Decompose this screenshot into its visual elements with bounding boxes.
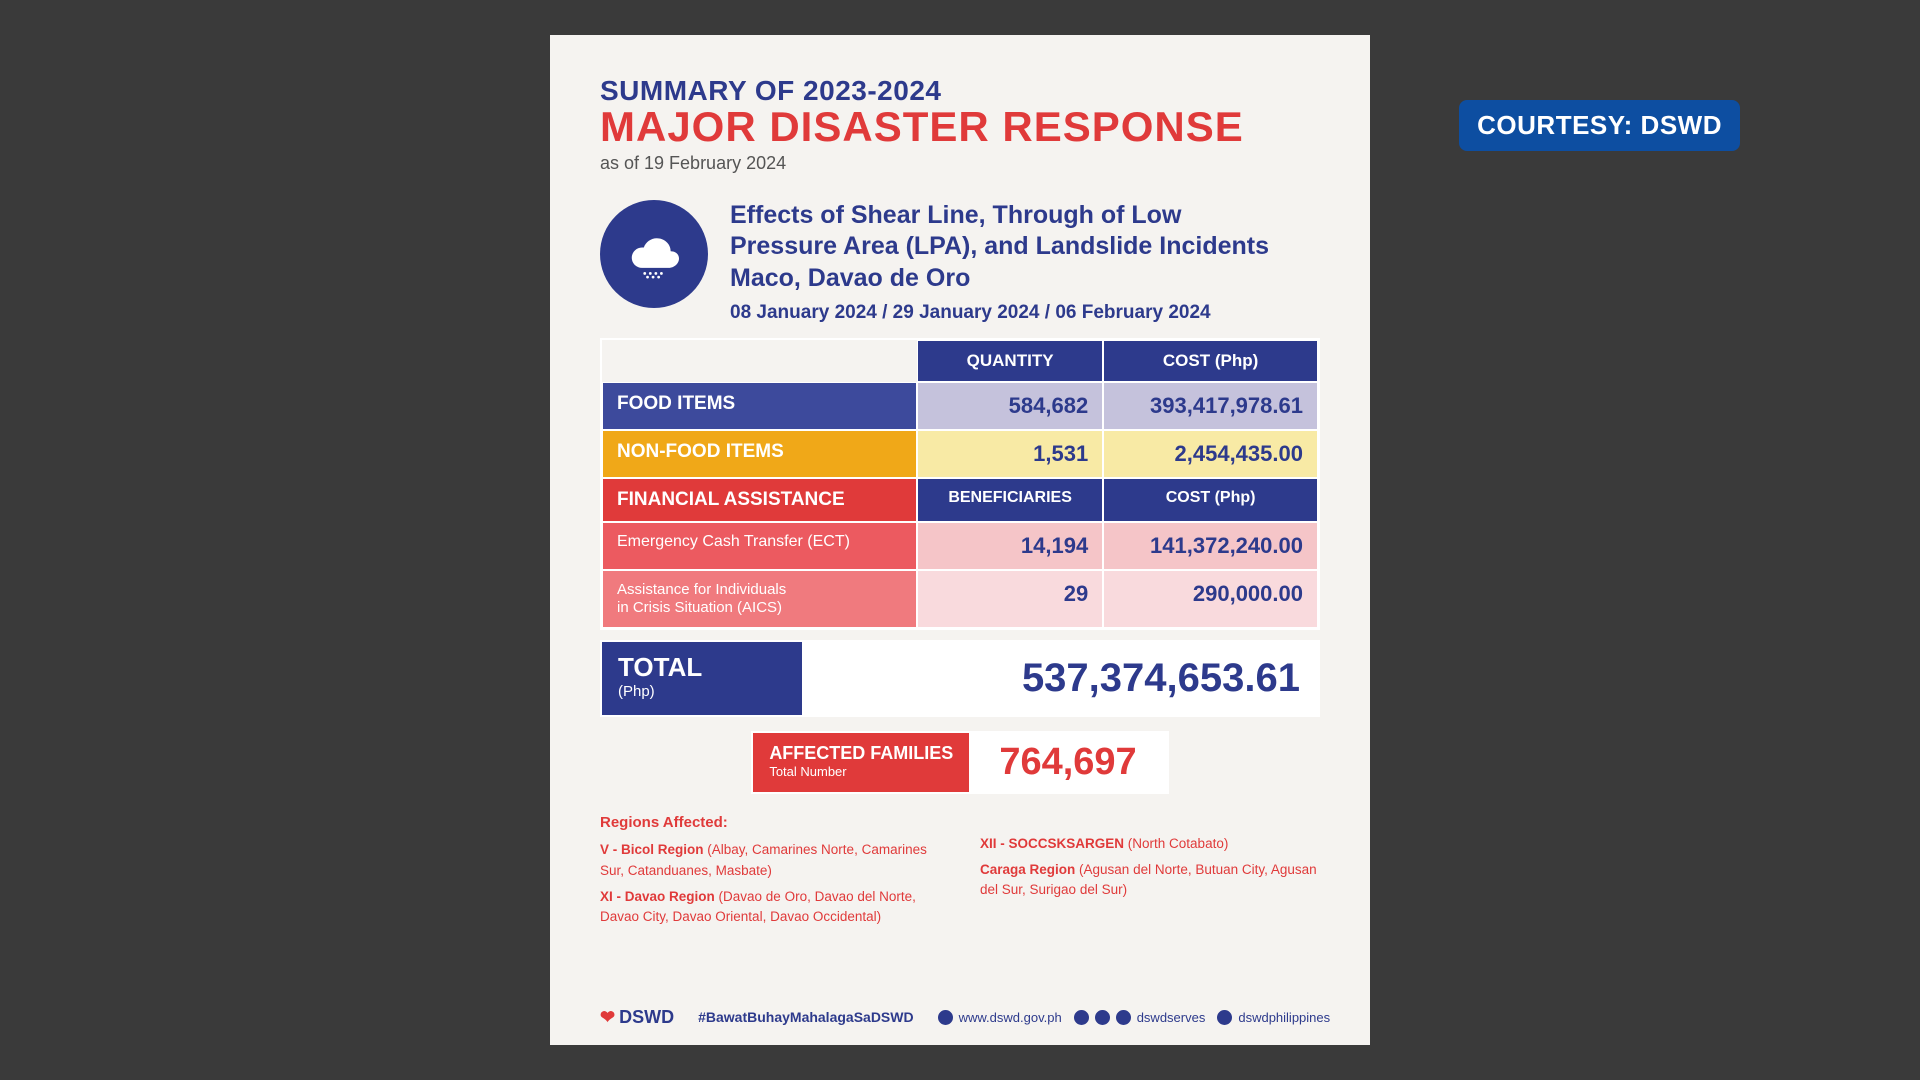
region-item: V - Bicol Region (Albay, Camarines Norte… [600, 840, 940, 881]
regions-title: Regions Affected: [600, 812, 940, 835]
instagram-icon [1217, 1010, 1232, 1025]
affected-row: AFFECTED FAMILIES Total Number 764,697 [600, 731, 1320, 794]
aics-beneficiaries: 29 [917, 570, 1103, 628]
food-qty: 584,682 [917, 382, 1103, 430]
region-item: XI - Davao Region (Davao de Oro, Davao d… [600, 887, 940, 928]
nonfood-qty: 1,531 [917, 430, 1103, 478]
row-financial-label: FINANCIAL ASSISTANCE [602, 478, 917, 522]
region-item: Caraga Region (Agusan del Norte, Butuan … [980, 860, 1320, 901]
total-value: 537,374,653.61 [802, 642, 1318, 715]
globe-icon [938, 1010, 953, 1025]
courtesy-badge: COURTESY: DSWD [1459, 100, 1740, 151]
row-ect-label: Emergency Cash Transfer (ECT) [602, 522, 917, 570]
aics-cost: 290,000.00 [1103, 570, 1318, 628]
col-cost: COST (Php) [1103, 340, 1318, 382]
row-nonfood-label: NON-FOOD ITEMS [602, 430, 917, 478]
dswd-logo: ❤DSWD [600, 1007, 674, 1028]
as-of-date: as of 19 February 2024 [600, 153, 1320, 174]
x-icon [1095, 1010, 1110, 1025]
facebook-icon [1074, 1010, 1089, 1025]
event-dates: 08 January 2024 / 29 January 2024 / 06 F… [730, 302, 1269, 324]
col-cost-2: COST (Php) [1103, 478, 1318, 522]
infographic-card: SUMMARY OF 2023-2024 MAJOR DISASTER RESP… [550, 35, 1370, 1045]
event-title-l2: Pressure Area (LPA), and Landslide Incid… [730, 231, 1269, 262]
social-ig: dswdphilippines [1217, 1010, 1330, 1025]
assistance-table: QUANTITY COST (Php) FOOD ITEMS 584,682 3… [600, 338, 1320, 630]
header-line2: MAJOR DISASTER RESPONSE [600, 103, 1320, 151]
col-beneficiaries: BENEFICIARIES [917, 478, 1103, 522]
affected-label: AFFECTED FAMILIES Total Number [753, 733, 969, 792]
nonfood-cost: 2,454,435.00 [1103, 430, 1318, 478]
region-item: XII - SOCCSKSARGEN (North Cotabato) [980, 834, 1320, 854]
row-aics-label: Assistance for Individualsin Crisis Situ… [602, 570, 917, 628]
row-food-label: FOOD ITEMS [602, 382, 917, 430]
header-block: SUMMARY OF 2023-2024 MAJOR DISASTER RESP… [600, 75, 1320, 174]
hashtag: #BawatBuhayMahalagaSaDSWD [698, 1009, 914, 1025]
social-fb-x-yt: dswdserves [1074, 1010, 1206, 1025]
event-text: Effects of Shear Line, Through of Low Pr… [730, 200, 1269, 324]
rain-cloud-icon [600, 200, 708, 308]
social-web: www.dswd.gov.ph [938, 1010, 1062, 1025]
col-quantity: QUANTITY [917, 340, 1103, 382]
total-row: TOTAL (Php) 537,374,653.61 [600, 640, 1320, 717]
total-label: TOTAL (Php) [602, 642, 802, 715]
event-title-l3: Maco, Davao de Oro [730, 263, 1269, 294]
event-title-l1: Effects of Shear Line, Through of Low [730, 200, 1269, 231]
footer: ❤DSWD #BawatBuhayMahalagaSaDSWD www.dswd… [600, 1005, 1320, 1029]
ect-cost: 141,372,240.00 [1103, 522, 1318, 570]
ect-beneficiaries: 14,194 [917, 522, 1103, 570]
regions-block: Regions Affected: V - Bicol Region (Alba… [600, 812, 1320, 928]
food-cost: 393,417,978.61 [1103, 382, 1318, 430]
affected-value: 764,697 [969, 733, 1166, 792]
youtube-icon [1116, 1010, 1131, 1025]
event-block: Effects of Shear Line, Through of Low Pr… [600, 200, 1320, 324]
